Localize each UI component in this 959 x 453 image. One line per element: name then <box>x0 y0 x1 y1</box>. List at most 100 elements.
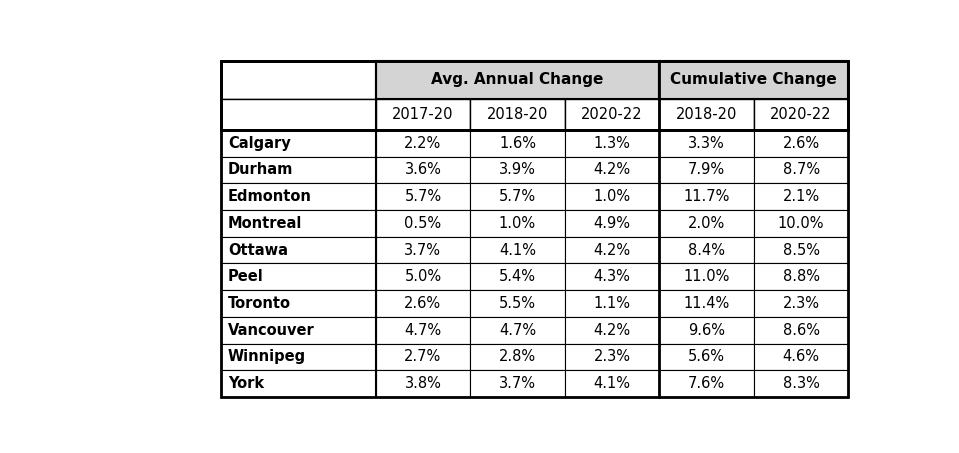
Text: 4.2%: 4.2% <box>594 323 631 338</box>
Bar <box>376 290 470 317</box>
Text: Ottawa: Ottawa <box>228 242 288 258</box>
Bar <box>565 183 659 210</box>
Text: 2018-20: 2018-20 <box>487 107 549 122</box>
Text: 1.0%: 1.0% <box>594 189 631 204</box>
Bar <box>376 157 470 183</box>
Text: Toronto: Toronto <box>228 296 292 311</box>
Text: 11.7%: 11.7% <box>684 189 730 204</box>
Text: 5.6%: 5.6% <box>688 349 725 364</box>
Text: 8.6%: 8.6% <box>783 323 820 338</box>
Bar <box>659 290 754 317</box>
Text: 1.1%: 1.1% <box>594 296 630 311</box>
Bar <box>754 237 849 263</box>
Bar <box>470 157 565 183</box>
Text: 8.3%: 8.3% <box>783 376 820 391</box>
Text: 2020-22: 2020-22 <box>581 107 643 122</box>
Bar <box>376 343 470 370</box>
Bar <box>470 130 565 157</box>
Bar <box>659 237 754 263</box>
Bar <box>470 370 565 397</box>
Bar <box>376 99 470 130</box>
Text: 4.1%: 4.1% <box>499 242 536 258</box>
Text: 4.9%: 4.9% <box>594 216 630 231</box>
Bar <box>754 343 849 370</box>
Text: 4.6%: 4.6% <box>783 349 820 364</box>
Text: Edmonton: Edmonton <box>228 189 312 204</box>
Text: Montreal: Montreal <box>228 216 302 231</box>
Bar <box>376 130 470 157</box>
Bar <box>754 99 849 130</box>
Text: 3.3%: 3.3% <box>689 136 725 151</box>
Text: Durham: Durham <box>228 162 293 178</box>
Bar <box>376 317 470 343</box>
Text: 5.0%: 5.0% <box>405 269 441 284</box>
Bar <box>754 157 849 183</box>
Bar <box>470 263 565 290</box>
Text: 2.2%: 2.2% <box>405 136 441 151</box>
Bar <box>754 317 849 343</box>
Bar <box>659 183 754 210</box>
Bar <box>754 370 849 397</box>
Bar <box>754 210 849 237</box>
Bar <box>565 343 659 370</box>
Text: 2.7%: 2.7% <box>405 349 441 364</box>
Text: 4.2%: 4.2% <box>594 162 631 178</box>
Text: 3.9%: 3.9% <box>499 162 536 178</box>
Bar <box>221 130 376 157</box>
Bar <box>376 61 659 99</box>
Bar <box>659 343 754 370</box>
Bar <box>221 343 376 370</box>
Text: 2018-20: 2018-20 <box>676 107 737 122</box>
Text: 9.6%: 9.6% <box>688 323 725 338</box>
Bar <box>470 183 565 210</box>
Text: 8.7%: 8.7% <box>783 162 820 178</box>
Bar <box>376 263 470 290</box>
Text: 3.8%: 3.8% <box>405 376 441 391</box>
Bar <box>470 210 565 237</box>
Bar <box>754 130 849 157</box>
Text: York: York <box>228 376 264 391</box>
Text: 2.0%: 2.0% <box>688 216 725 231</box>
Text: 4.7%: 4.7% <box>499 323 536 338</box>
Bar <box>754 290 849 317</box>
Text: 4.2%: 4.2% <box>594 242 631 258</box>
Text: 2.8%: 2.8% <box>499 349 536 364</box>
Text: 4.7%: 4.7% <box>405 323 441 338</box>
Bar <box>754 183 849 210</box>
Bar <box>565 237 659 263</box>
Text: Peel: Peel <box>228 269 264 284</box>
Bar <box>470 343 565 370</box>
Bar <box>376 183 470 210</box>
Text: 5.5%: 5.5% <box>499 296 536 311</box>
Bar <box>565 263 659 290</box>
Bar <box>659 99 754 130</box>
Text: 3.7%: 3.7% <box>499 376 536 391</box>
Text: 8.5%: 8.5% <box>783 242 820 258</box>
Bar <box>565 317 659 343</box>
Bar <box>221 290 376 317</box>
Text: 3.6%: 3.6% <box>405 162 441 178</box>
Bar <box>565 130 659 157</box>
Bar <box>659 130 754 157</box>
Bar <box>659 157 754 183</box>
Bar <box>470 317 565 343</box>
Text: 8.4%: 8.4% <box>688 242 725 258</box>
Text: 0.5%: 0.5% <box>405 216 441 231</box>
Text: 11.4%: 11.4% <box>684 296 730 311</box>
Text: 1.0%: 1.0% <box>499 216 536 231</box>
Text: 1.3%: 1.3% <box>594 136 630 151</box>
Bar <box>565 99 659 130</box>
Bar <box>659 210 754 237</box>
Bar <box>221 237 376 263</box>
Text: 4.1%: 4.1% <box>594 376 630 391</box>
Text: Vancouver: Vancouver <box>228 323 315 338</box>
Bar <box>659 263 754 290</box>
Bar <box>221 263 376 290</box>
Text: 2.3%: 2.3% <box>783 296 820 311</box>
Bar <box>470 290 565 317</box>
Text: 4.3%: 4.3% <box>594 269 630 284</box>
Text: 2.1%: 2.1% <box>783 189 820 204</box>
Text: 11.0%: 11.0% <box>684 269 730 284</box>
Bar <box>565 370 659 397</box>
Text: 7.6%: 7.6% <box>688 376 725 391</box>
